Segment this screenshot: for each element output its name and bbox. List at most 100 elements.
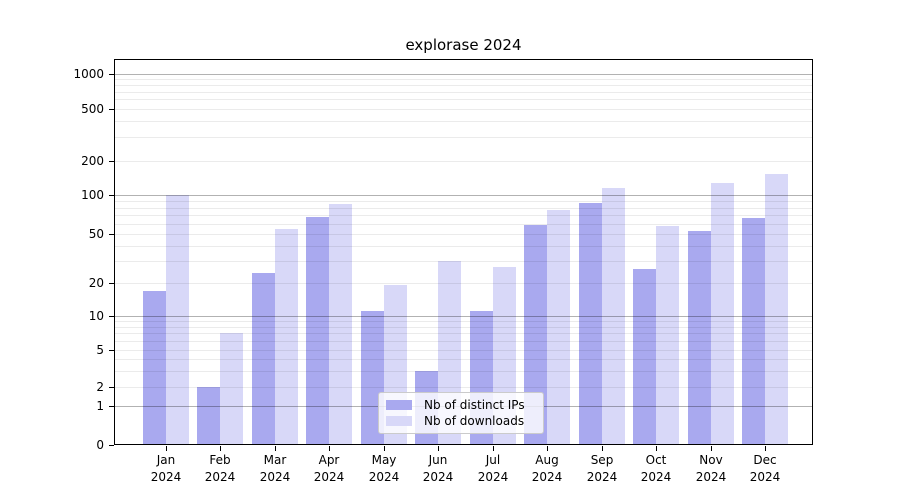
x-tick-mar — [275, 446, 276, 451]
legend-swatch-distinct-ips — [386, 399, 412, 410]
y-tick-label-200: 200 — [81, 154, 104, 168]
y-tick-200 — [109, 161, 114, 162]
gridline-minor-60 — [115, 224, 812, 225]
y-tick-500 — [109, 109, 114, 110]
gridline-minor-3 — [115, 371, 812, 372]
x-tick-label-nov: Nov 2024 — [695, 453, 727, 484]
y-tick-label-500: 500 — [81, 102, 104, 116]
bar-oct-distinct-ips — [633, 268, 656, 445]
gridline-minor-400 — [115, 121, 812, 122]
gridline-minor-2 — [115, 387, 812, 388]
x-tick-feb — [220, 446, 221, 451]
bar-apr-downloads — [329, 204, 352, 445]
y-tick-100 — [109, 195, 114, 196]
x-tick-label-apr: Apr 2024 — [313, 453, 345, 484]
gridline-major-10 — [115, 316, 812, 317]
y-tick-20 — [109, 283, 114, 284]
x-tick-label-may: May 2024 — [368, 453, 400, 484]
y-tick-0 — [109, 445, 114, 446]
legend-item-distinct-ips: Nb of distinct IPs — [386, 398, 535, 412]
gridline-minor-20 — [115, 283, 812, 284]
bar-apr-distinct-ips — [306, 216, 329, 445]
gridline-minor-300 — [115, 137, 812, 138]
y-tick-1 — [109, 406, 114, 407]
gridline-minor-600 — [115, 99, 812, 100]
x-tick-nov — [711, 446, 712, 451]
gridline-major-100 — [115, 195, 812, 196]
bar-sep-distinct-ips — [578, 203, 602, 445]
x-tick-label-jul: Jul 2024 — [477, 453, 509, 484]
y-tick-label-100: 100 — [81, 188, 104, 202]
gridline-minor-8 — [115, 327, 812, 328]
bar-sep-downloads — [601, 188, 625, 445]
bar-mar-downloads — [274, 228, 298, 445]
y-tick-label-5: 5 — [96, 343, 104, 357]
chart-title: explorase 2024 — [405, 36, 522, 54]
x-tick-apr — [329, 446, 330, 451]
x-tick-label-feb: Feb 2024 — [204, 453, 236, 484]
x-tick-label-oct: Oct 2024 — [640, 453, 672, 484]
x-tick-aug — [547, 446, 548, 451]
gridline-minor-5 — [115, 350, 812, 351]
y-tick-label-0: 0 — [96, 438, 104, 452]
x-tick-jun — [438, 446, 439, 451]
x-tick-label-dec: Dec 2024 — [749, 453, 781, 484]
bar-aug-distinct-ips — [524, 224, 547, 445]
gridline-minor-500 — [115, 109, 812, 110]
x-tick-label-sep: Sep 2024 — [586, 453, 618, 484]
legend: Nb of distinct IPs Nb of downloads — [378, 392, 544, 434]
bar-dec-downloads — [765, 174, 788, 445]
bar-feb-downloads — [220, 333, 243, 445]
gridline-minor-70 — [115, 215, 812, 216]
gridline-minor-40 — [115, 246, 812, 247]
bar-jan-downloads — [165, 195, 189, 445]
y-tick-10 — [109, 316, 114, 317]
x-tick-sep — [602, 446, 603, 451]
legend-label-downloads: Nb of downloads — [424, 414, 525, 429]
legend-swatch-downloads — [386, 416, 412, 427]
gridline-minor-6 — [115, 341, 812, 342]
gridline-minor-4 — [115, 359, 812, 360]
gridline-minor-30 — [115, 261, 812, 262]
x-tick-oct — [656, 446, 657, 451]
y-tick-2 — [109, 387, 114, 388]
gridline-minor-90 — [115, 201, 812, 202]
x-tick-label-jun: Jun 2024 — [422, 453, 454, 484]
y-tick-label-50: 50 — [88, 227, 104, 241]
y-tick-1000 — [109, 74, 114, 75]
bar-jan-distinct-ips — [142, 290, 166, 445]
bar-nov-downloads — [710, 183, 734, 445]
gridline-minor-900 — [115, 79, 812, 80]
gridline-major-1000 — [115, 74, 812, 75]
bar-mar-distinct-ips — [251, 273, 275, 445]
gridline-minor-80 — [115, 208, 812, 209]
x-tick-label-jan: Jan 2024 — [150, 453, 182, 484]
gridline-minor-9 — [115, 321, 812, 322]
gridline-minor-700 — [115, 92, 812, 93]
x-tick-label-aug: Aug 2024 — [531, 453, 563, 484]
y-tick-label-1000: 1000 — [73, 67, 104, 81]
gridline-minor-800 — [115, 85, 812, 86]
legend-label-distinct-ips: Nb of distinct IPs — [424, 397, 525, 412]
bar-oct-downloads — [656, 225, 679, 445]
y-tick-label-20: 20 — [88, 276, 104, 290]
y-tick-label-10: 10 — [88, 309, 104, 323]
x-tick-may — [384, 446, 385, 451]
x-tick-label-mar: Mar 2024 — [259, 453, 291, 484]
y-tick-label-2: 2 — [96, 380, 104, 394]
y-tick-50 — [109, 234, 114, 235]
bar-may-distinct-ips — [360, 311, 384, 445]
gridline-minor-7 — [115, 333, 812, 334]
legend-item-downloads: Nb of downloads — [386, 414, 535, 428]
bar-dec-distinct-ips — [742, 217, 765, 445]
gridline-minor-200 — [115, 161, 812, 162]
bar-nov-distinct-ips — [687, 230, 711, 445]
x-tick-jan — [166, 446, 167, 451]
x-tick-jul — [493, 446, 494, 451]
y-tick-label-1: 1 — [96, 399, 104, 413]
x-tick-dec — [765, 446, 766, 451]
y-tick-5 — [109, 350, 114, 351]
gridline-minor-50 — [115, 234, 812, 235]
bar-feb-distinct-ips — [197, 387, 220, 445]
